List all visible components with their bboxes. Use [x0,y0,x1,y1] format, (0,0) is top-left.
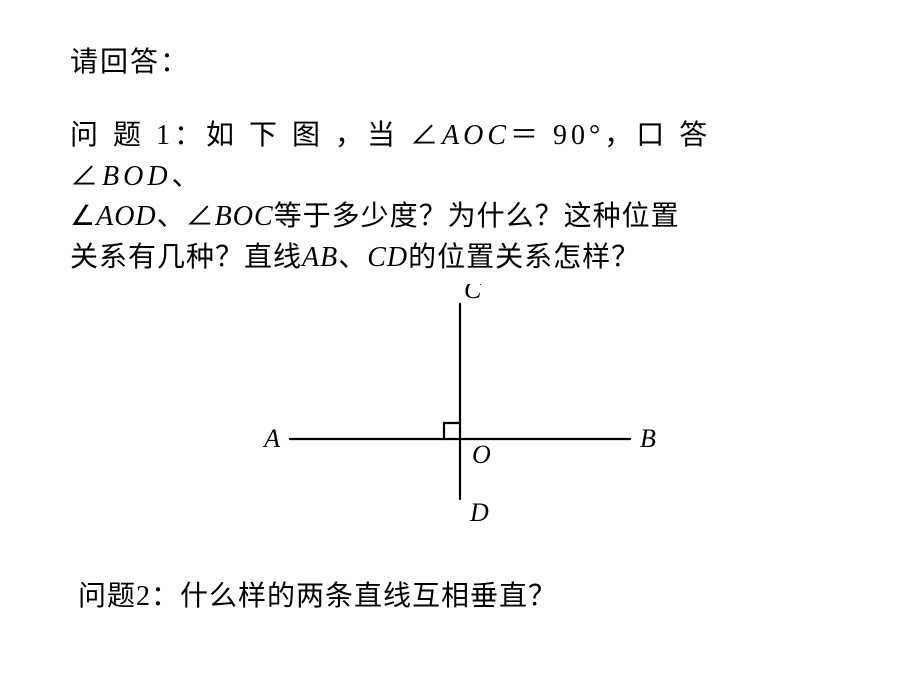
q1-aod: AOD [96,201,157,232]
q1-aoc: AOC [442,120,510,151]
svg-text:B: B [640,424,656,453]
question-2: 问题2：什么样的两条直线互相垂直？ [78,574,850,614]
q1-prefix: 问 题 1：如 下 图 ，当 ∠ [70,120,442,151]
q1-boc: BOC [215,201,274,232]
q1-bod: BOD [102,161,172,192]
q1-sep1: 、 [172,161,204,192]
diagram-container: A B C DO [70,284,850,554]
q1-l2-angle: ∠ [70,201,96,232]
q1-l3-a: 关系有几种？直线 [70,242,302,273]
svg-text:O: O [472,440,491,469]
question-1: 问 题 1：如 下 图 ，当 ∠AOC＝ 90°，口 答 ∠BOD、 ∠AOD、… [70,116,850,278]
svg-text:D: D [469,498,489,527]
q1-l3-sep: 、 [338,242,367,273]
q1-cd: CD [367,242,408,273]
q1-l3-tail: 的位置关系怎样？ [408,242,640,273]
header-text: 请回答： [70,40,850,80]
perpendicular-lines-diagram: A B C DO [230,284,690,554]
q1-l2-tail: 等于多少度？为什么？这种位置 [274,201,680,232]
q1-l2-sep: 、∠ [157,201,215,232]
svg-text:C: C [464,284,482,304]
q1-ab: AB [302,242,338,273]
svg-text:A: A [262,424,280,453]
